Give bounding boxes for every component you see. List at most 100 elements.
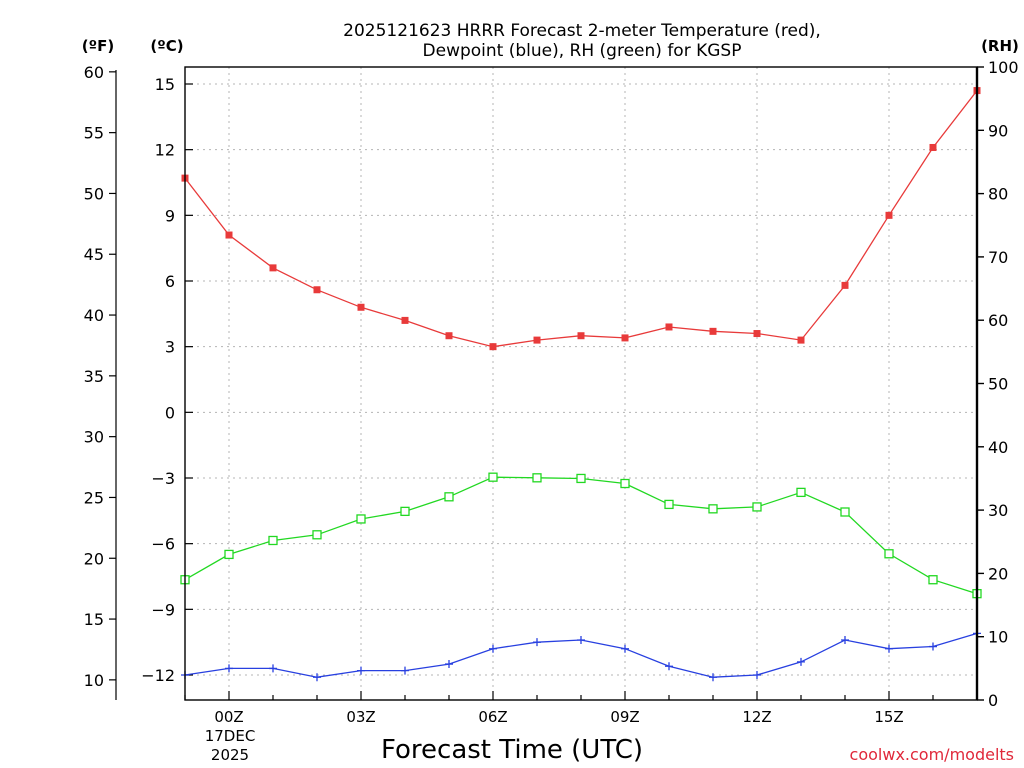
c-tick-label: 6	[165, 272, 175, 291]
f-tick-label: 35	[84, 367, 104, 386]
f-tick-label: 60	[84, 63, 104, 82]
c-tick-label: −3	[151, 469, 175, 488]
rh-point	[620, 478, 630, 489]
x-axis: 00Z 03Z 06Z 09Z 12Z 15Z	[184, 691, 978, 726]
rh-point	[356, 514, 366, 524]
fahrenheit-axis: 60 55 50 45 40 35 30 25 20 15 10	[84, 63, 116, 690]
rh-tick-label: 30	[988, 501, 1008, 520]
rh-point	[840, 507, 850, 517]
rh-point	[224, 549, 234, 560]
dewpoint-point	[621, 644, 629, 653]
temperature-point	[885, 211, 893, 219]
rh-point	[576, 473, 586, 484]
x-tick-label: 06Z	[478, 708, 507, 726]
c-tick-label: −6	[151, 535, 175, 554]
x-axis-label: Forecast Time (UTC)	[381, 735, 643, 765]
x-tick-label: 15Z	[874, 708, 903, 726]
temperature-point	[753, 330, 761, 338]
temperature-point	[621, 334, 629, 342]
rh-point	[664, 499, 674, 510]
c-tick-label: 3	[165, 338, 175, 357]
rh-tick-label: 0	[988, 691, 998, 710]
rh-tick-label: 60	[988, 311, 1008, 330]
x-tick-label: 12Z	[742, 708, 771, 726]
dewpoint-point	[357, 666, 365, 675]
dewpoint-point	[313, 673, 321, 682]
dewpoint-point	[929, 642, 937, 651]
temperature-point	[401, 316, 409, 324]
rh-point	[796, 487, 806, 498]
dewpoint-point	[533, 638, 541, 647]
f-tick-label: 30	[84, 428, 104, 447]
f-tick-label: 15	[84, 610, 104, 629]
series-layer	[180, 87, 982, 682]
c-tick-label: 12	[155, 141, 175, 160]
rh-tick-label: 100	[988, 58, 1019, 77]
f-tick-label: 50	[84, 184, 104, 203]
rh-point	[444, 492, 454, 502]
rh-tick-label: 90	[988, 121, 1008, 140]
temperature-point	[533, 336, 541, 344]
c-tick-label: 15	[155, 75, 175, 94]
fahrenheit-axis-unit: (ºF)	[82, 37, 114, 55]
rh-point	[708, 504, 718, 514]
dewpoint-point	[665, 662, 673, 671]
temperature-point	[665, 323, 673, 331]
c-tick-label: −12	[141, 666, 175, 685]
dewpoint-point	[797, 657, 805, 666]
dewpoint-point	[401, 666, 409, 675]
x-tick-label: 00Z	[214, 708, 243, 726]
dewpoint-point	[841, 635, 849, 644]
x-tick-label: 03Z	[346, 708, 375, 726]
chart-title-line-2: Dewpoint (blue), RH (green) for KGSP	[423, 41, 742, 61]
f-tick-label: 55	[84, 124, 104, 143]
grid-layer	[185, 67, 977, 700]
temperature-point	[577, 332, 585, 340]
temperature-point	[797, 336, 805, 344]
rh-tick-label: 20	[988, 564, 1008, 583]
rh-tick-label: 50	[988, 375, 1008, 394]
rh-tick-label: 70	[988, 248, 1008, 267]
credit-label: coolwx.com/modelts	[850, 745, 1014, 764]
x-date-label-year: 2025	[211, 746, 249, 764]
c-tick-label: 9	[165, 206, 175, 225]
rh-point	[884, 549, 894, 559]
c-tick-label: 0	[165, 403, 175, 422]
rh-point	[312, 530, 322, 540]
x-tick-label: 09Z	[610, 708, 639, 726]
f-tick-label: 10	[84, 671, 104, 690]
rh-point	[268, 535, 278, 546]
rh-point	[488, 472, 498, 482]
rh-tick-label: 10	[988, 628, 1008, 647]
temperature-point	[313, 286, 321, 294]
rh-point	[532, 473, 542, 483]
temperature-point	[841, 281, 849, 289]
rh-point	[752, 502, 762, 512]
celsius-axis: 15 12 9 6 3 0 −3 −6 −9 −12	[141, 75, 193, 685]
rh-tick-label: 80	[988, 185, 1008, 204]
chart-title-line-1: 2025121623 HRRR Forecast 2-meter Tempera…	[343, 21, 821, 41]
temperature-point	[709, 327, 717, 335]
rh-axis-unit: (RH)	[981, 37, 1019, 55]
rh-tick-label: 40	[988, 438, 1008, 457]
temperature-point	[445, 332, 453, 340]
rh-point	[928, 575, 938, 585]
temperature-point	[929, 143, 937, 151]
dewpoint-point	[577, 635, 585, 644]
x-date-label-day: 17DEC	[205, 727, 256, 745]
temperature-point	[225, 231, 233, 239]
dewpoint-point	[489, 644, 497, 653]
temperature-point	[357, 303, 365, 311]
dewpoint-point	[753, 671, 761, 679]
temperature-point	[269, 264, 277, 272]
f-tick-label: 25	[84, 488, 104, 507]
f-tick-label: 20	[84, 549, 104, 568]
dewpoint-point	[445, 660, 453, 669]
temperature-point	[489, 343, 497, 351]
dewpoint-point	[709, 673, 717, 682]
f-tick-label: 45	[84, 245, 104, 264]
celsius-axis-unit: (ºC)	[150, 37, 183, 55]
